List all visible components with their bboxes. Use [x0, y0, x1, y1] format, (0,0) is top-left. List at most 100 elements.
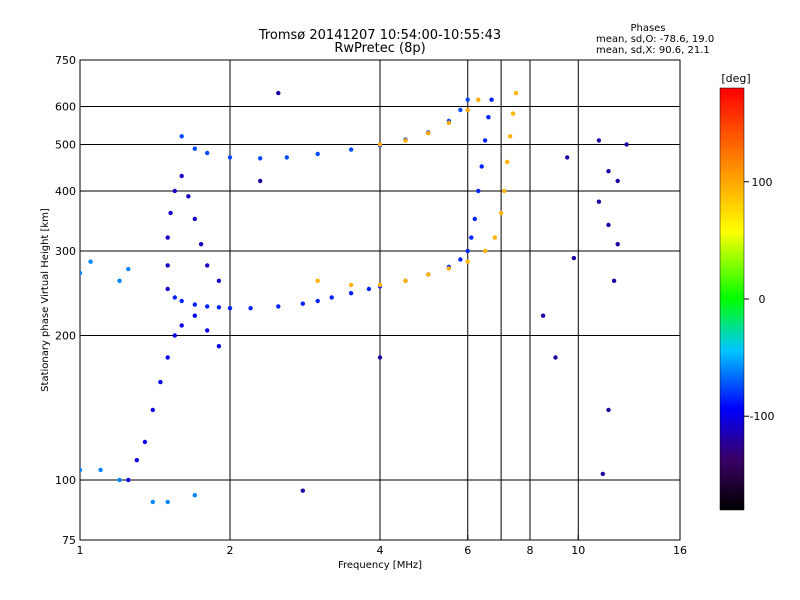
data-point: [276, 90, 281, 96]
colorbar-tick-label: -100: [750, 410, 775, 423]
data-point: [366, 286, 372, 292]
data-point: [258, 178, 263, 184]
stats-line-o: mean, sd,O: -78.6, 19.0: [596, 34, 714, 45]
data-point: [508, 134, 513, 139]
y-tick-label: 600: [55, 101, 76, 114]
data-point: [348, 282, 354, 288]
data-point: [179, 134, 184, 139]
data-point: [216, 278, 222, 283]
data-point: [465, 97, 470, 102]
data-point: [486, 115, 491, 120]
data-point: [615, 242, 620, 247]
data-point: [165, 499, 170, 505]
y-tick-label: 100: [55, 474, 76, 487]
data-point: [482, 138, 488, 143]
data-point: [179, 323, 184, 328]
data-point: [150, 499, 155, 505]
colorbar-ticks: 100 0 -100: [744, 176, 774, 423]
data-point: [502, 188, 507, 194]
data-point: [315, 298, 320, 304]
data-point: [403, 278, 408, 283]
data-point: [165, 263, 170, 268]
data-point: [482, 248, 488, 254]
data-point: [172, 295, 177, 300]
data-point: [227, 155, 233, 160]
data-point: [165, 355, 170, 360]
x-tick-label: 10: [571, 544, 585, 557]
x-tick-label: 8: [527, 544, 534, 557]
data-point: [465, 107, 470, 113]
data-point: [227, 306, 233, 311]
colorbar-tick-label: 100: [752, 176, 773, 189]
data-point: [513, 90, 519, 96]
data-point: [216, 344, 222, 349]
data-point: [205, 328, 210, 333]
stats-line-x: mean, sd,X: 90.6, 21.1: [596, 45, 710, 56]
data-point: [426, 272, 431, 277]
data-point: [553, 355, 558, 360]
data-point: [315, 151, 320, 157]
y-tick-label: 75: [62, 534, 76, 547]
data-point: [426, 131, 431, 136]
data-point: [571, 255, 577, 261]
colorbar-label: [deg]: [721, 72, 750, 85]
data-point: [192, 302, 197, 307]
data-point: [192, 216, 197, 222]
y-axis-ticks: 75 100 200 300 400 500 600 750: [55, 54, 85, 547]
colorbar-tick-label: 0: [759, 293, 766, 306]
data-point: [606, 407, 611, 413]
data-point: [476, 97, 481, 102]
data-point: [446, 266, 452, 271]
x-tick-label: 4: [377, 544, 384, 557]
data-point: [476, 188, 481, 194]
data-point: [565, 155, 570, 160]
data-point: [377, 142, 383, 147]
data-point: [80, 467, 83, 473]
y-tick-label: 200: [55, 330, 76, 343]
data-point: [348, 147, 354, 152]
colorbar: [719, 87, 745, 511]
y-tick-label: 300: [55, 245, 76, 258]
y-tick-label: 750: [55, 54, 76, 67]
data-point: [329, 295, 334, 300]
data-point: [205, 150, 210, 156]
data-point: [168, 210, 173, 216]
data-point: [117, 477, 122, 483]
data-point: [377, 355, 383, 360]
data-point: [158, 379, 163, 385]
data-point: [510, 111, 516, 116]
data-point: [179, 298, 184, 304]
data-point: [458, 107, 463, 113]
x-axis-label: Frequency [MHz]: [338, 560, 422, 571]
data-point: [179, 173, 184, 179]
data-point: [172, 333, 177, 338]
data-point: [276, 304, 281, 309]
data-point: [142, 439, 148, 445]
data-point: [489, 97, 494, 102]
data-point: [198, 242, 204, 247]
data-point: [348, 291, 354, 296]
y-tick-label: 500: [55, 139, 76, 152]
data-point: [126, 477, 131, 483]
data-point: [192, 493, 197, 498]
data-point: [205, 304, 210, 309]
data-point: [458, 257, 463, 262]
x-tick-label: 1: [77, 544, 84, 557]
data-point: [80, 270, 83, 276]
data-point: [611, 278, 617, 283]
data-point: [540, 313, 546, 318]
data-point: [186, 194, 191, 199]
x-tick-label: 16: [673, 544, 687, 557]
data-point: [472, 216, 477, 222]
data-point: [479, 164, 484, 169]
data-point: [300, 301, 305, 306]
data-point: [258, 156, 263, 161]
data-point: [596, 138, 602, 143]
data-point: [498, 210, 504, 216]
data-point: [165, 235, 170, 240]
data-point: [126, 266, 131, 272]
chart-title: Tromsø 20141207 10:54:00-10:55:43: [258, 28, 501, 43]
y-axis-label: Stationary phase Virtual Height [km]: [40, 208, 51, 392]
data-point: [216, 305, 222, 310]
